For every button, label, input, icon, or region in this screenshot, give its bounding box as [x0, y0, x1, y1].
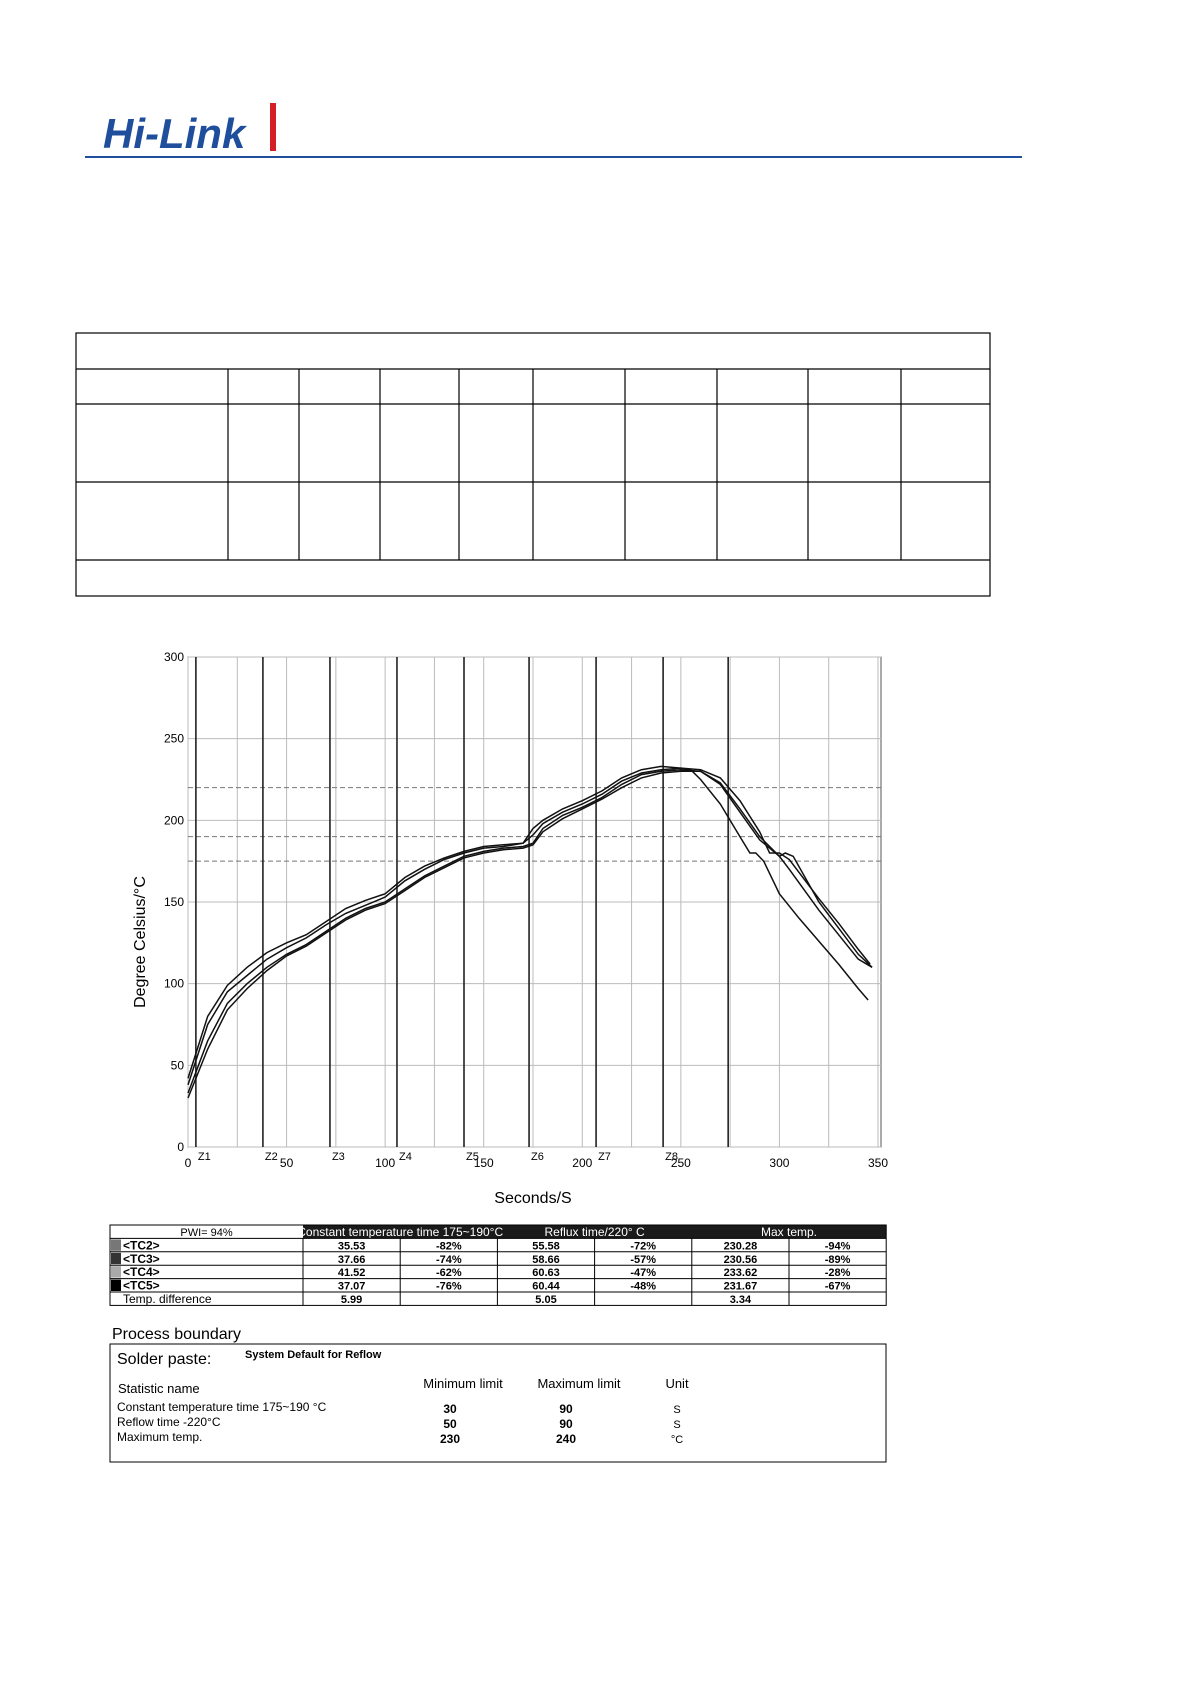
logo: Hi-Link [103, 110, 248, 157]
cell: 230.56 [724, 1254, 758, 1266]
cell: 3.34 [730, 1294, 752, 1306]
series-line [187, 768, 873, 1094]
cell: -67% [825, 1281, 851, 1293]
limit-cell: 30 [443, 1402, 457, 1416]
series-line [187, 770, 873, 1099]
header-cell: Constant temperature time 175~190°C [297, 1225, 503, 1239]
cell: -62% [436, 1267, 462, 1279]
row-label: <TC4> [123, 1265, 160, 1279]
statistic-name: Maximum temp. [117, 1430, 202, 1444]
cell: 231.67 [724, 1281, 758, 1293]
zone-label: Z8 [665, 1151, 678, 1163]
cell: 5.99 [341, 1294, 362, 1306]
zone-label: Z5 [466, 1151, 479, 1163]
header-cell: Max temp. [761, 1225, 817, 1239]
x-tick-label: 50 [280, 1156, 294, 1170]
x-tick-label: 150 [474, 1156, 494, 1170]
limit-cell: 90 [559, 1417, 573, 1431]
cell: 55.58 [532, 1240, 560, 1252]
cell: 5.05 [535, 1294, 556, 1306]
limit-cell: 50 [443, 1417, 457, 1431]
limit-cell: 230 [440, 1432, 460, 1446]
x-tick-label: 350 [868, 1156, 888, 1170]
row-label: Temp. difference [123, 1292, 212, 1306]
cell: -94% [825, 1240, 851, 1252]
cell: -28% [825, 1267, 851, 1279]
cell: -57% [630, 1254, 656, 1266]
y-tick-label: 150 [164, 895, 184, 909]
column-header: Statistic name [118, 1381, 200, 1396]
empty-table [75, 332, 991, 597]
zone-label: Z3 [332, 1151, 345, 1163]
series-line [187, 765, 869, 1086]
cell: -72% [630, 1240, 656, 1252]
results-table: PWI= 94% Constant temperature time 175~19… [109, 1224, 887, 1306]
row-label: <TC2> [123, 1238, 160, 1252]
x-axis-label: Seconds/S [494, 1190, 571, 1207]
zone-label: Z6 [531, 1151, 544, 1163]
header-cell: PWI= 94% [180, 1227, 232, 1239]
cell: 233.62 [724, 1267, 758, 1279]
swatch [111, 1279, 121, 1291]
limit-cell: S [673, 1404, 680, 1416]
box [109, 1343, 887, 1463]
zone-label: Z7 [598, 1151, 611, 1163]
section-title: Process boundary [112, 1326, 241, 1343]
swatch [111, 1252, 121, 1265]
cell: 230.28 [724, 1240, 758, 1252]
cell: 60.63 [532, 1267, 560, 1279]
cell: 37.07 [338, 1281, 366, 1293]
y-tick-label: 50 [171, 1058, 185, 1072]
limit-cell: S [673, 1419, 680, 1431]
cell: -76% [436, 1281, 462, 1293]
zone-label: Z2 [265, 1151, 278, 1163]
column-header: Minimum limit [423, 1376, 503, 1391]
row-label: <TC3> [123, 1252, 160, 1266]
column-header: Maximum limit [537, 1376, 620, 1391]
cell: 37.66 [338, 1254, 366, 1266]
zone-label: Z1 [198, 1151, 211, 1163]
cell: -47% [630, 1267, 656, 1279]
y-tick-label: 250 [164, 732, 184, 746]
boundary-table: Process boundary Solder paste: System Defa… [109, 1326, 887, 1463]
limit-cell: 240 [556, 1432, 576, 1446]
chart: 0 50 100 150 200 250 300 350 0 50 100 150 200 250 300 Z… [132, 650, 888, 1207]
limit-cell: °C [671, 1434, 683, 1446]
cell: 60.44 [532, 1281, 560, 1293]
y-tick-label: 0 [177, 1140, 184, 1154]
swatch [111, 1266, 121, 1278]
limit-cell: 90 [559, 1402, 573, 1416]
cell: -48% [630, 1281, 656, 1293]
statistic-name: Reflow time -220°C [117, 1415, 221, 1429]
row-label: <TC5> [123, 1279, 160, 1293]
x-tick-label: 300 [769, 1156, 789, 1170]
series-line [187, 767, 871, 1079]
x-tick-label: 0 [185, 1156, 192, 1170]
header-bg [303, 1225, 887, 1239]
y-tick-label: 200 [164, 813, 184, 827]
y-tick-label: 300 [164, 650, 184, 664]
cell: -82% [436, 1240, 462, 1252]
cell: 35.53 [338, 1240, 366, 1252]
y-axis-label: Degree Celsius/°C [132, 876, 149, 1008]
x-tick-label: 250 [671, 1156, 691, 1170]
logo-bar [270, 103, 276, 151]
y-tick-label: 100 [164, 977, 184, 991]
header-cell: Reflux time/220° C [545, 1225, 646, 1239]
statistic-name: Constant temperature time 175~190 °C [117, 1400, 327, 1414]
zone-label: Z4 [399, 1151, 412, 1163]
column-header: Unit [665, 1376, 689, 1391]
cell: -89% [825, 1254, 851, 1266]
x-tick-label: 100 [375, 1156, 395, 1170]
x-tick-label: 200 [572, 1156, 592, 1170]
cell: -74% [436, 1254, 462, 1266]
cell: 58.66 [532, 1254, 560, 1266]
paste-value: System Default for Reflow [245, 1349, 382, 1361]
cell: 41.52 [338, 1267, 366, 1279]
paste-label: Solder paste: [117, 1351, 211, 1368]
swatch [111, 1239, 121, 1251]
